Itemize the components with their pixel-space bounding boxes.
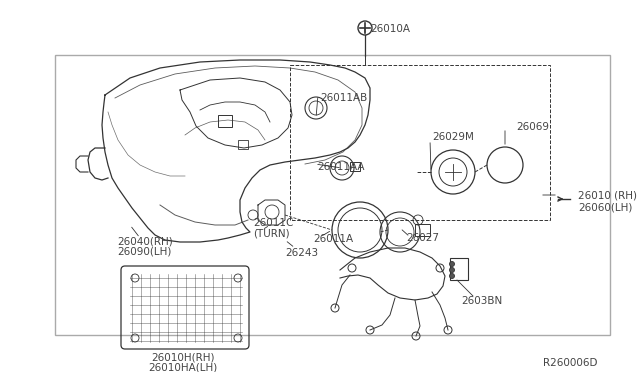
Text: R260006D: R260006D xyxy=(543,358,598,368)
Text: 26029M: 26029M xyxy=(432,132,474,142)
Circle shape xyxy=(449,273,454,279)
Bar xyxy=(450,258,468,280)
Circle shape xyxy=(449,262,454,266)
Text: 26011C: 26011C xyxy=(253,218,293,228)
Bar xyxy=(290,65,550,220)
Text: 26090(LH): 26090(LH) xyxy=(117,247,172,257)
Bar xyxy=(218,115,232,127)
Text: 2603BN: 2603BN xyxy=(461,296,502,306)
Text: 26010A: 26010A xyxy=(370,24,410,34)
Bar xyxy=(238,140,248,149)
Text: 26010 (RH): 26010 (RH) xyxy=(578,191,637,201)
Text: 26040(RH): 26040(RH) xyxy=(117,236,173,246)
Bar xyxy=(415,224,430,236)
Text: 26010H(RH): 26010H(RH) xyxy=(151,352,215,362)
Text: 26027: 26027 xyxy=(406,233,439,243)
Bar xyxy=(350,162,360,171)
Text: 26060(LH): 26060(LH) xyxy=(578,202,632,212)
Text: 26069: 26069 xyxy=(516,122,549,132)
Text: 26011AB: 26011AB xyxy=(320,93,367,103)
Circle shape xyxy=(449,267,454,273)
Text: 26243: 26243 xyxy=(285,248,318,258)
Text: 26011AA: 26011AA xyxy=(317,162,365,172)
Text: 26011A: 26011A xyxy=(313,234,353,244)
Bar xyxy=(55,55,610,335)
Text: (TURN): (TURN) xyxy=(253,228,290,238)
Text: 26010HA(LH): 26010HA(LH) xyxy=(148,362,218,372)
